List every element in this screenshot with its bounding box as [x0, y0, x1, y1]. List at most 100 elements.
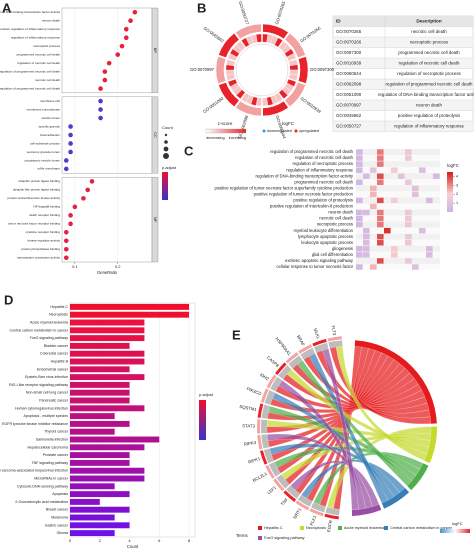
- y-tick-label: Hepatocellular carcinoma: [27, 445, 68, 449]
- row-bg: [356, 209, 440, 216]
- gene-label: RIPK3: [243, 440, 257, 447]
- gene-logfc: [257, 434, 263, 450]
- bar: [70, 405, 145, 412]
- y-tick-label: FoxO signaling pathway: [30, 336, 69, 340]
- gene-logfc: [257, 419, 261, 434]
- term-label: NF-kappaB binding: [34, 205, 61, 209]
- x-tick-label: 0.1: [72, 264, 78, 269]
- ribbon: [267, 433, 373, 509]
- row-label: leukocyte apoptotic process: [301, 240, 353, 245]
- legend-title: p.adjust: [199, 392, 214, 397]
- term-label: membrane raft: [40, 99, 60, 103]
- table-cell: GO:0070997: [336, 102, 362, 107]
- legend-swatch: [338, 526, 342, 530]
- gene-logfc: [260, 388, 269, 403]
- colorbar: [162, 172, 168, 200]
- dot: [98, 115, 103, 121]
- legend-swatch: [384, 526, 388, 530]
- legend-label: FoxO signaling pathway: [264, 536, 305, 540]
- dot: [63, 166, 69, 172]
- gene-label: RIPK1: [247, 456, 261, 465]
- bar: [70, 444, 145, 451]
- heat-cell: [370, 167, 377, 173]
- x-tick-label: 2: [99, 538, 102, 543]
- row-bg: [356, 239, 440, 246]
- ribbon: [322, 348, 359, 511]
- dot: [85, 187, 91, 193]
- gene-arc: [313, 342, 329, 353]
- legend-dot: [163, 153, 169, 159]
- bar: [70, 483, 115, 490]
- legend-dot: [262, 129, 266, 133]
- panel-letter: C: [184, 143, 194, 158]
- heat-cell: [370, 203, 377, 210]
- gene-arc: [286, 485, 301, 499]
- heat-cell: [405, 215, 412, 222]
- gene-label: STAT3: [242, 423, 255, 428]
- colorbar: [440, 529, 470, 533]
- gene-arc: [276, 474, 290, 489]
- heat-cell: [377, 240, 384, 246]
- table-cell: necroptotic process: [410, 39, 449, 44]
- gene-label: MLKL: [313, 328, 322, 341]
- bar: [70, 335, 145, 342]
- table-cell: regulation of inflammatory response: [394, 123, 464, 128]
- y-tick-label: 2-Oxocarboxylic acid metabolism: [15, 500, 68, 504]
- heat-cell: [405, 179, 412, 185]
- x-axis-title: GeneRatio: [97, 270, 118, 275]
- dot: [81, 196, 86, 201]
- heat-cell: [377, 209, 384, 216]
- table-cell: regulation of necroptotic process: [397, 71, 461, 76]
- table-cell: positive regulation of proteolysis: [398, 113, 461, 118]
- table-cell: regulation of programmed necrotic cell d…: [386, 81, 473, 86]
- heat-cell: [370, 264, 377, 270]
- term-label: cytoplasmic vesicle lumen: [24, 158, 60, 162]
- term-label: regulation of programmed necrotic cell d…: [0, 69, 60, 73]
- x-tick-label: 6: [158, 538, 161, 543]
- row-bg: [356, 263, 440, 270]
- bar: [70, 467, 145, 474]
- heat-cell: [391, 167, 398, 173]
- plot-bg: [69, 302, 196, 538]
- row-bg: [356, 149, 440, 156]
- row-label: myeloid leukocyte differentiation: [293, 228, 353, 233]
- legend-label: Acute myeloid leukemia: [344, 526, 385, 530]
- panel-letter: A: [2, 0, 12, 15]
- dot: [68, 221, 73, 227]
- row-bg: [356, 215, 440, 222]
- bar: [70, 366, 130, 373]
- row-bg: [356, 233, 440, 240]
- heat-cell: [363, 209, 370, 216]
- facet-label: BP: [153, 48, 158, 54]
- gene-cell: [286, 53, 297, 62]
- term-segment: [262, 23, 289, 40]
- row-bg: [356, 245, 440, 252]
- y-tick-label: Melanoma: [51, 515, 68, 519]
- x-axis-title: Count: [127, 544, 139, 549]
- legend-text: downregulated: [267, 129, 292, 133]
- gene-logfc: [298, 344, 313, 354]
- row-label: neuron death: [328, 210, 353, 215]
- bar: [70, 319, 145, 326]
- heat-cell: [377, 215, 384, 222]
- gene-logfc: [266, 374, 277, 389]
- row-bg: [356, 257, 440, 264]
- gene-label: LEF1: [266, 485, 278, 496]
- gene-arc: [261, 434, 270, 449]
- y-tick-label: Non-small cell lung cancer: [26, 391, 69, 395]
- row-label: regulation of necrotic cell death: [295, 155, 354, 160]
- table-cell: GO:0062098: [336, 81, 362, 86]
- y-tick-label: Salmonella infection: [36, 437, 68, 441]
- colorbar: [199, 400, 206, 440]
- bar: [70, 397, 130, 404]
- term-label: vesicle lumen: [41, 116, 60, 120]
- bar: [70, 413, 115, 420]
- heat-cell: [384, 227, 391, 234]
- heat-cell: [370, 191, 377, 198]
- gene-arc: [325, 507, 340, 516]
- ribbon: [313, 451, 424, 505]
- gene-logfc: [265, 464, 275, 479]
- gene-label: BRAF: [296, 334, 306, 347]
